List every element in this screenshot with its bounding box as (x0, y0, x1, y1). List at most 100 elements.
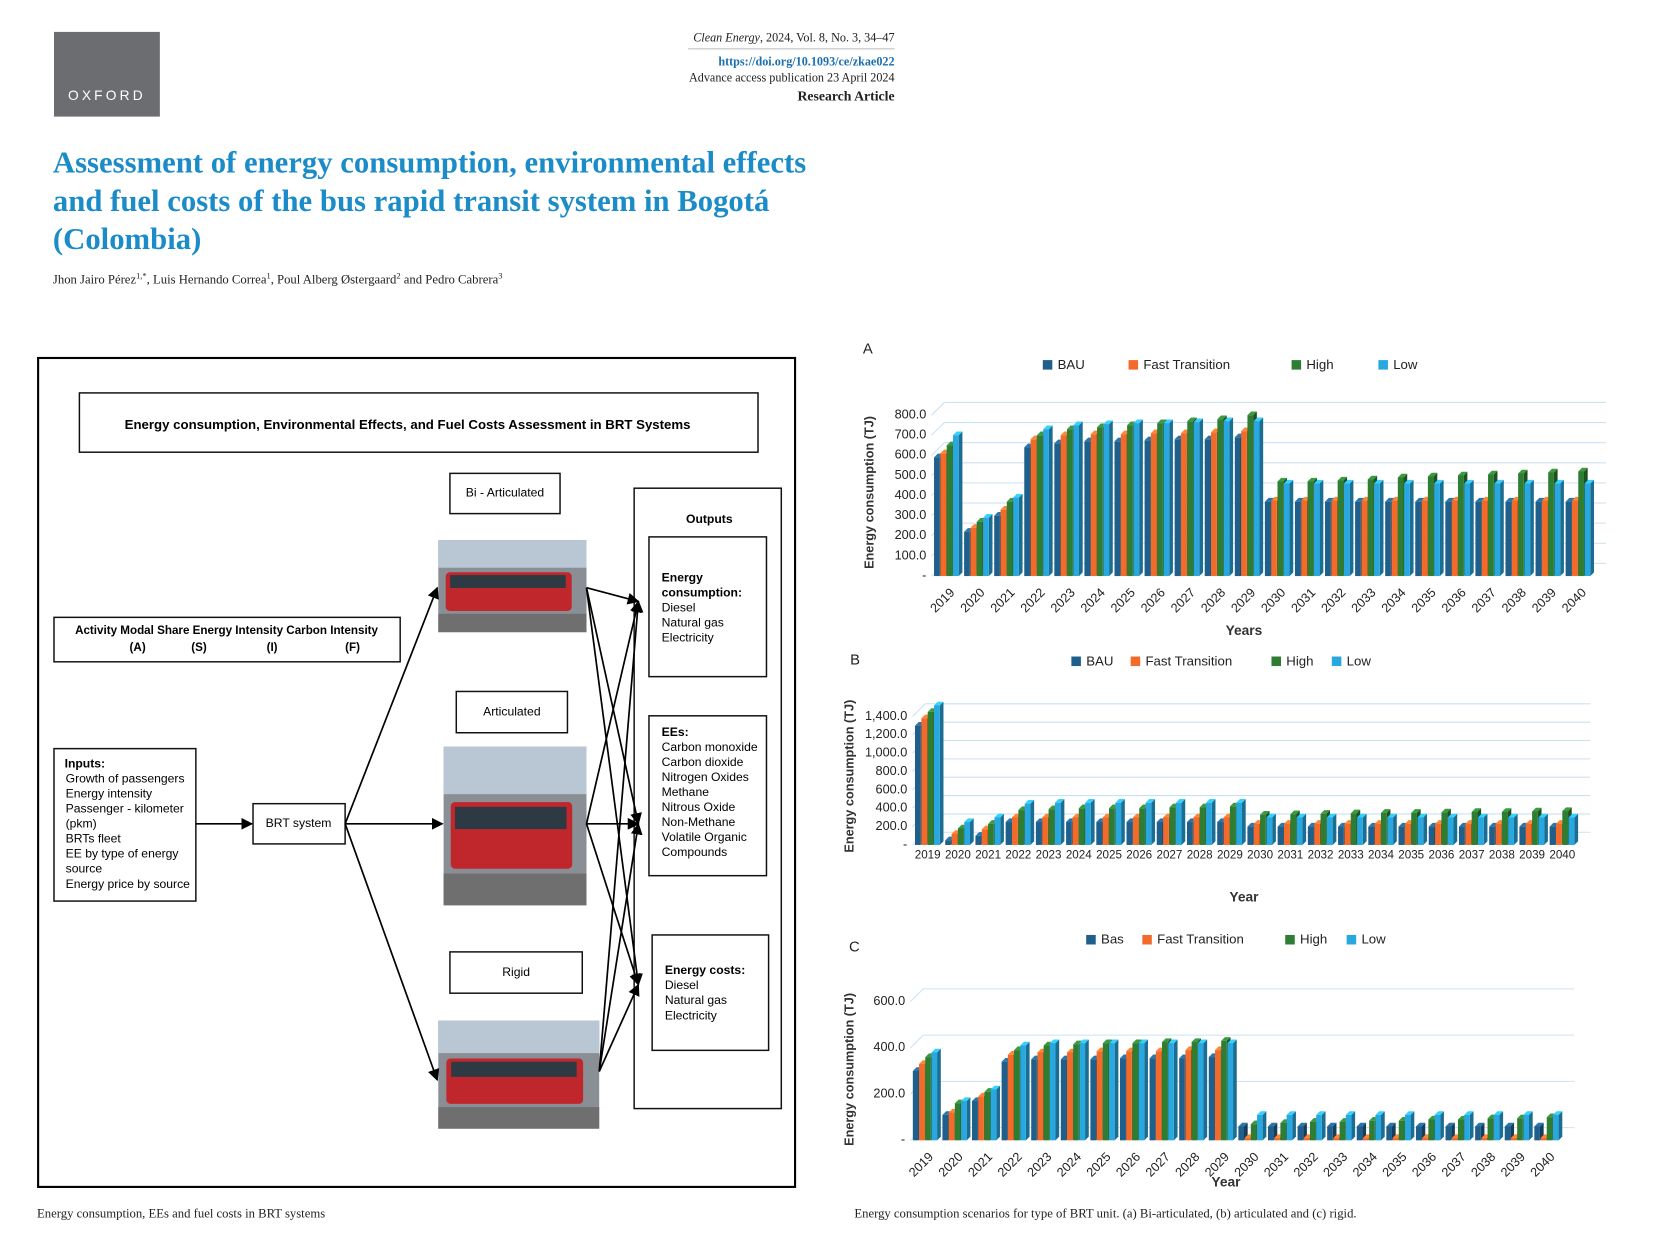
bar-top (1313, 479, 1324, 484)
bar-top (1217, 415, 1227, 420)
bar-top (1206, 799, 1216, 803)
bar-side (1048, 425, 1053, 577)
bar-top (1138, 1039, 1148, 1044)
figure-frame (37, 356, 797, 1188)
bar (1067, 1052, 1073, 1141)
bar (1048, 809, 1055, 845)
bar (1369, 1120, 1375, 1141)
bar-top (1326, 813, 1337, 818)
x-tick-label: 2038 (1469, 1150, 1499, 1180)
bar-top (1524, 479, 1534, 484)
x-tick-label: 2021 (988, 585, 1018, 615)
bar (1434, 1114, 1441, 1141)
legend-label: Fast Transition (1143, 357, 1230, 372)
bar (1214, 1050, 1221, 1141)
bar (1386, 1126, 1392, 1141)
bar (1398, 1120, 1405, 1141)
x-tick-label: 2038 (1499, 585, 1529, 615)
bar (1266, 817, 1273, 845)
bar (1314, 823, 1320, 845)
bar (1253, 823, 1260, 845)
bar (1525, 823, 1532, 845)
bar-top (1445, 1122, 1455, 1127)
x-tick-label: 2037 (1469, 585, 1499, 615)
bar-side (1379, 479, 1384, 577)
bar (1375, 1114, 1382, 1141)
bar (1385, 501, 1391, 577)
bar (964, 531, 970, 577)
bar (1458, 826, 1465, 845)
x-tick-label: 2037 (1459, 849, 1485, 862)
bar (1097, 427, 1103, 577)
output-heading: Energy (662, 570, 703, 584)
bar (1447, 817, 1454, 845)
bar-top (1127, 421, 1137, 426)
bar-top (1464, 1111, 1474, 1115)
bar-top (1187, 417, 1197, 422)
input-item: Energy price by source (66, 877, 191, 891)
bar (1001, 1061, 1008, 1141)
x-tick-label: 2027 (1143, 1150, 1173, 1180)
legend-label: High (1300, 932, 1327, 947)
output-item: Nitrogen Oxides (662, 770, 749, 784)
bar-top (1043, 425, 1053, 430)
bar (1493, 1114, 1500, 1141)
bar (1000, 509, 1007, 577)
bar (1350, 813, 1357, 845)
bar (1434, 483, 1440, 577)
x-tick-label: 2032 (1308, 849, 1334, 862)
bar (1548, 472, 1554, 577)
output-item: Electricity (662, 631, 715, 645)
affiliation: 2 (396, 270, 400, 280)
bar (1524, 483, 1531, 577)
x-tick-label: 2039 (1529, 585, 1559, 615)
bar-side (1241, 799, 1246, 845)
x-axis-label: Years (1226, 623, 1263, 638)
bar (1012, 817, 1018, 845)
bar-top (1297, 1122, 1307, 1127)
bar (951, 833, 958, 845)
bar (1568, 817, 1575, 845)
bar-top (961, 1097, 971, 1102)
bar (1145, 802, 1152, 845)
bar-side (1362, 813, 1367, 845)
grid-line (910, 988, 1575, 1002)
y-tick-label: 800.0 (895, 408, 927, 422)
bar-side (1151, 799, 1156, 845)
bar (1316, 1114, 1322, 1141)
bar-side (1229, 417, 1234, 577)
logo (53, 31, 160, 117)
bar (1511, 500, 1518, 577)
x-tick-label: 2020 (945, 849, 971, 862)
bar-side (1109, 420, 1113, 577)
x-tick-label: 2020 (958, 585, 988, 615)
bar (1229, 806, 1236, 845)
bar-side (1144, 1039, 1148, 1141)
bar-top (1411, 809, 1421, 813)
bar (1333, 1138, 1339, 1141)
bar (1072, 817, 1079, 845)
bar-top (1227, 1039, 1237, 1044)
bar-top (1441, 808, 1451, 813)
bar (1518, 473, 1524, 577)
figure-2: - 100.0 200.0 300.0 400.0 500.0 600.0 700.0 800.… (842, 341, 1607, 1189)
y-tick-label: 1,200.0 (865, 727, 907, 741)
bar-side (1440, 1111, 1444, 1141)
bar-top (1079, 1039, 1089, 1044)
bar (983, 517, 989, 577)
bar-side (1085, 1039, 1089, 1141)
photo-sky (443, 746, 587, 795)
photo-window (450, 575, 566, 588)
bar-side (1469, 479, 1474, 577)
bar (1244, 1138, 1251, 1141)
doi[interactable]: https://doi.org/10.1093/ce/zkae022 (718, 54, 894, 68)
bar (1427, 476, 1434, 577)
bar (1555, 823, 1562, 845)
bar-top (1260, 810, 1270, 815)
bar (994, 817, 1001, 845)
bar-top (1385, 497, 1395, 502)
bar (1090, 1059, 1097, 1141)
bar (978, 1096, 984, 1141)
bar-side (1262, 1111, 1267, 1141)
bar-top (1236, 799, 1246, 803)
